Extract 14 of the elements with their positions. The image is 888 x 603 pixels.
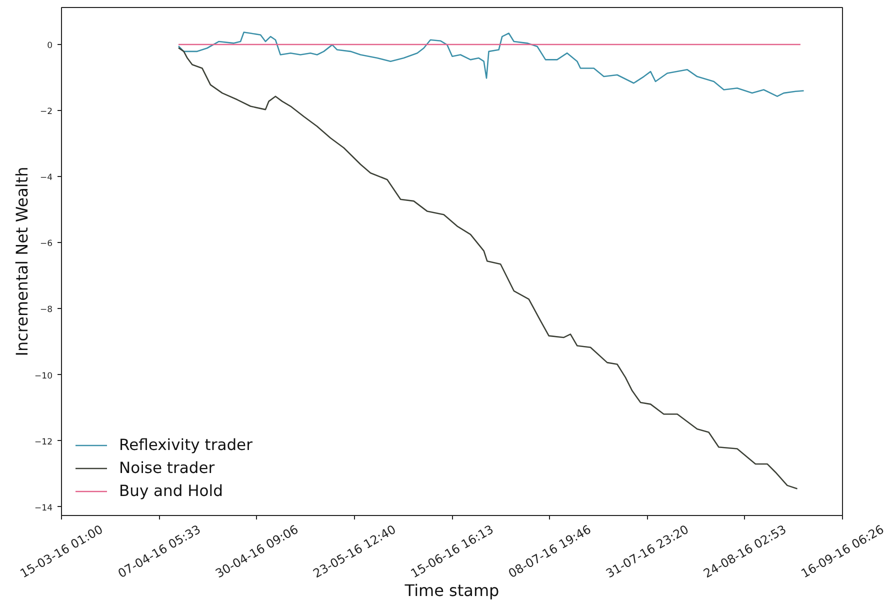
legend-label: Reflexivity trader xyxy=(119,436,252,454)
y-axis-title: Incremental Net Wealth xyxy=(12,166,32,356)
legend-label: Noise trader xyxy=(119,459,215,477)
y-tick-label: −2 xyxy=(40,107,52,118)
x-axis-title: Time stamp xyxy=(404,581,500,600)
y-tick-label: −4 xyxy=(40,173,52,184)
y-tick-label: −6 xyxy=(40,239,52,250)
y-tick-label: −12 xyxy=(34,437,53,448)
y-tick-label: −14 xyxy=(34,503,53,514)
y-tick-label: 0 xyxy=(47,40,53,51)
y-tick-label: −10 xyxy=(34,371,53,382)
line-series xyxy=(178,32,804,97)
y-tick-label: −8 xyxy=(40,305,52,316)
legend-label: Buy and Hold xyxy=(119,482,223,500)
